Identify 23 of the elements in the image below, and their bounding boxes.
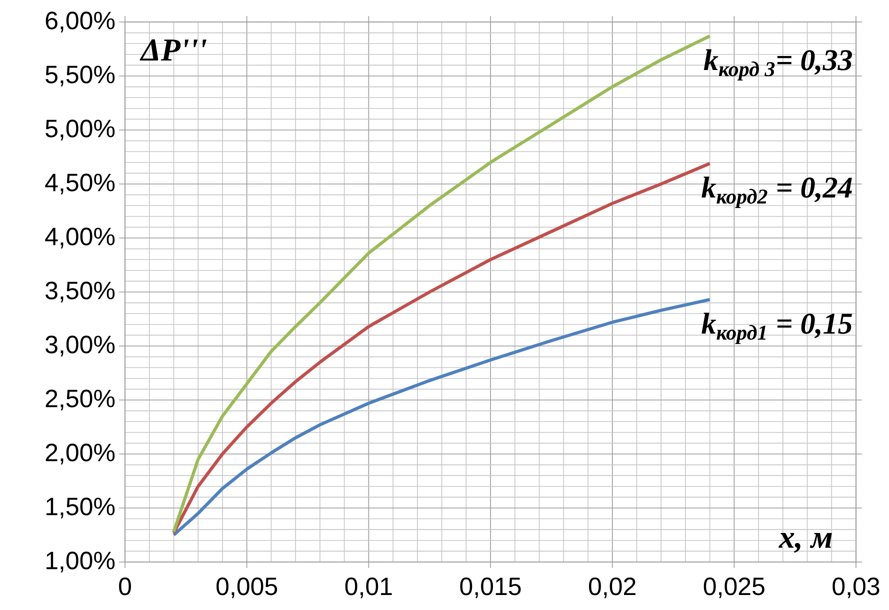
y-tick-label: 5,00% — [46, 120, 115, 140]
y-tick-label: 3,50% — [46, 282, 115, 302]
y-tick-label: 1,00% — [46, 552, 115, 572]
y-tick-label: 5,50% — [46, 66, 115, 86]
x-tick-label: 0,015 — [460, 578, 521, 598]
y-tick-label: 4,50% — [45, 174, 115, 194]
y-tick-label: 6,00% — [46, 12, 115, 32]
y-tick-label: 1,50% — [46, 498, 115, 518]
y-tick-label: 4,00% — [45, 228, 115, 248]
series-label: k$_{корд2}$ = 0,24 — [702, 176, 852, 208]
x-tick-label: 0,005 — [216, 578, 278, 598]
y-tick-label: 3,00% — [46, 336, 115, 356]
x-tick-label: 0,02 — [588, 578, 636, 598]
series-label: k$_{корд 3}$= 0,33 — [704, 49, 852, 81]
x-axis-title: x, м — [778, 533, 832, 553]
x-tick-label: 0 — [119, 578, 131, 596]
x-tick-label: 0,025 — [704, 578, 764, 598]
y-tick-label: 2,50% — [46, 390, 115, 410]
series-label: k$_{корд1}$ = 0,15 — [702, 312, 852, 344]
y-axis-title: ΔP''' — [140, 39, 206, 61]
x-tick-label: 0,01 — [345, 578, 392, 598]
x-tick-label: 0,03 — [832, 578, 880, 598]
y-tick-label: 2,00% — [46, 444, 115, 464]
